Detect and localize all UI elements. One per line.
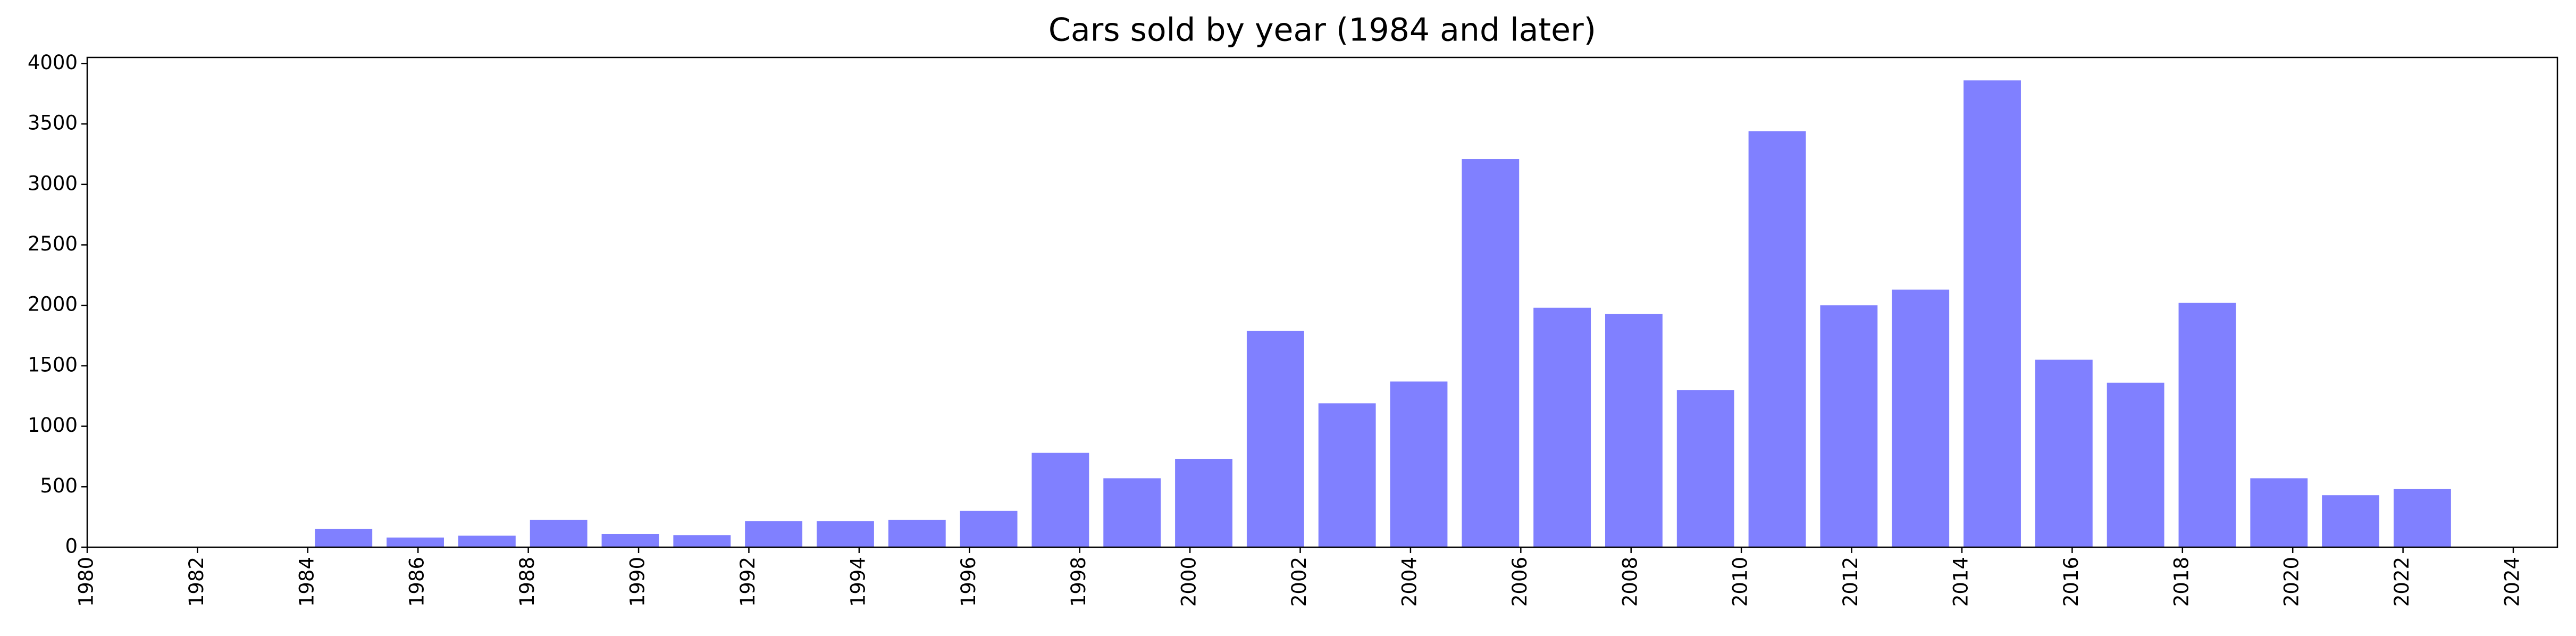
y-tick-label: 2000 [28, 293, 78, 316]
bar [1533, 307, 1591, 547]
bar [1964, 80, 2021, 548]
bar [1175, 458, 1232, 547]
y-tick-label: 3500 [28, 112, 78, 135]
bar [1748, 131, 1806, 548]
bar [1318, 403, 1376, 547]
bar [458, 535, 516, 547]
y-tick-label: 1000 [28, 414, 78, 437]
y-tick-label: 1500 [28, 353, 78, 376]
y-tick-label: 3000 [28, 172, 78, 195]
bar [888, 520, 946, 547]
x-tick-label: 2018 [2170, 557, 2193, 607]
x-tick-label: 2000 [1178, 557, 1201, 607]
bar [387, 537, 444, 547]
bar [1462, 159, 1520, 547]
bar [673, 535, 731, 547]
x-tick-label: 1996 [957, 557, 980, 607]
bar [315, 529, 373, 547]
bar [1031, 453, 1089, 547]
plot-frame [86, 56, 2558, 548]
bar [1103, 478, 1161, 547]
x-tick-label: 2004 [1398, 557, 1421, 607]
bar [1676, 390, 1734, 547]
bar [601, 533, 659, 547]
bar [2393, 489, 2451, 547]
x-tick-label: 1982 [185, 557, 208, 607]
bar [1820, 305, 1878, 547]
y-tick-label: 4000 [28, 51, 78, 74]
x-tick-label: 2022 [2390, 557, 2413, 607]
bar [2107, 382, 2164, 547]
bar [1892, 289, 1950, 547]
x-tick-label: 2002 [1288, 557, 1311, 607]
x-tick-label: 2012 [1839, 557, 1862, 607]
x-tick-label: 1988 [516, 557, 539, 607]
x-tick-label: 1994 [846, 557, 869, 607]
bar [745, 521, 803, 547]
x-tick-label: 1984 [295, 557, 318, 607]
x-tick-label: 1992 [736, 557, 759, 607]
y-tick-label: 0 [65, 535, 78, 558]
bar [1390, 381, 1448, 547]
x-tick-label: 2008 [1618, 557, 1641, 607]
x-tick-label: 1998 [1067, 557, 1090, 607]
x-tick-label: 2006 [1508, 557, 1531, 607]
bar [2250, 478, 2308, 547]
x-tick-label: 2010 [1729, 557, 1752, 607]
bar [817, 521, 874, 547]
x-tick-label: 2016 [2060, 557, 2083, 607]
chart-title: Cars sold by year (1984 and later) [1048, 12, 1596, 49]
bar [2322, 495, 2380, 547]
bar [1605, 314, 1663, 547]
y-tick-label: 2500 [28, 232, 78, 255]
x-tick-label: 2024 [2501, 557, 2524, 607]
x-tick-label: 1980 [75, 557, 98, 607]
x-tick-label: 1986 [406, 557, 429, 607]
bar [2178, 303, 2236, 547]
y-tick-label: 500 [40, 474, 78, 497]
bar [1246, 330, 1304, 547]
bar [960, 511, 1018, 547]
bar [530, 520, 588, 547]
x-tick-label: 1990 [626, 557, 649, 607]
bar [2035, 359, 2093, 547]
x-tick-label: 2014 [1949, 557, 1972, 607]
x-tick-label: 2020 [2280, 557, 2303, 607]
